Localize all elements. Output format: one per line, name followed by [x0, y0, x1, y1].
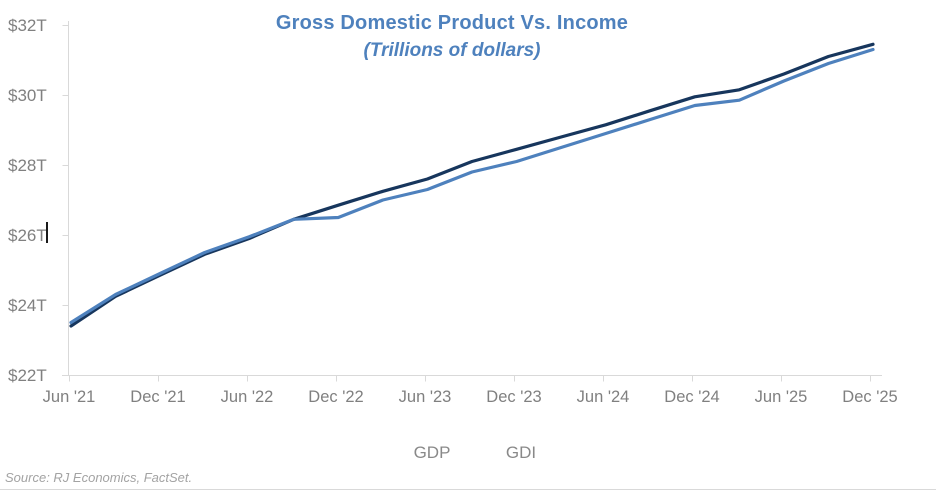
y-axis-label: $32T	[8, 16, 47, 35]
legend-item-gdi: GDI	[505, 443, 537, 462]
bottom-divider	[0, 489, 936, 490]
gdi-line	[69, 47, 875, 325]
x-axis-label: Jun '25	[755, 388, 808, 406]
y-axis-label: $26T	[8, 226, 47, 245]
y-axis-label: $28T	[8, 156, 47, 175]
x-axis-label: Dec '23	[486, 388, 541, 406]
chart-subtitle: (Trillions of dollars)	[363, 40, 541, 61]
y-axis-label: $24T	[8, 296, 47, 315]
x-axis-label: Jun '22	[221, 388, 274, 406]
chart-title: Gross Domestic Product Vs. Income	[275, 12, 629, 34]
x-axis-label: Dec '22	[308, 388, 363, 406]
x-axis-label: Jun '23	[399, 388, 452, 406]
legend-item-gdp: GDP	[413, 443, 451, 462]
x-axis-label: Jun '21	[43, 388, 96, 406]
x-axis-label: Dec '24	[664, 388, 719, 406]
x-axis-label: Jun '24	[577, 388, 630, 406]
x-axis-label: Dec '21	[130, 388, 185, 406]
gdp-line	[69, 42, 875, 328]
y-axis-label: $30T	[8, 86, 47, 105]
legend: GDP GDI	[0, 443, 936, 465]
text-cursor	[46, 222, 48, 243]
source-note: Source: RJ Economics, FactSet.	[5, 470, 193, 485]
y-axis-label: $22T	[8, 366, 47, 385]
x-axis-label: Dec '25	[842, 388, 897, 406]
